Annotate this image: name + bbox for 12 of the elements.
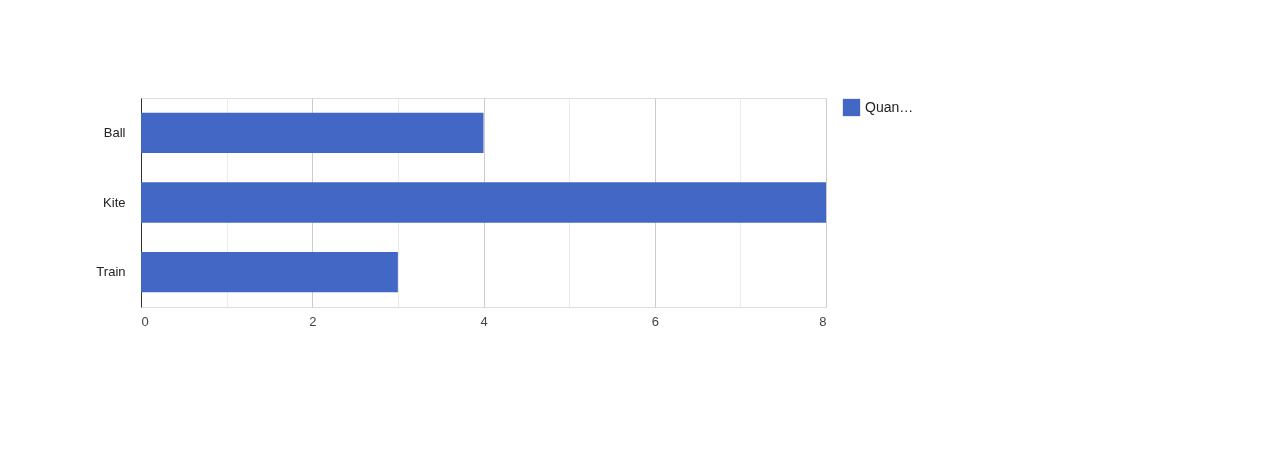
x-tick-label: 2: [309, 313, 317, 329]
x-tick-label: 8: [819, 313, 827, 329]
y-tick-label: Kite: [103, 194, 126, 210]
y-tick-label: Train: [96, 264, 126, 280]
bar: [141, 112, 484, 154]
x-tick-label: 4: [480, 313, 488, 329]
x-tick-label: 6: [651, 313, 659, 329]
x-tick-label: 0: [141, 313, 149, 329]
bar: [141, 182, 826, 223]
bar: [141, 251, 398, 293]
y-tick-label: Ball: [103, 124, 126, 140]
legend-label: Quan…: [865, 98, 914, 115]
